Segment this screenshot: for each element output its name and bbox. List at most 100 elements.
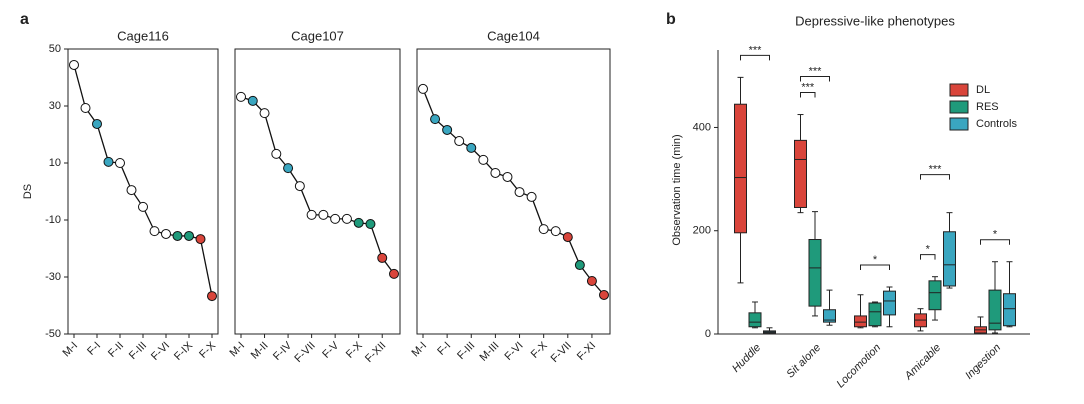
y-tick-label: 400 [693,121,711,133]
x-tick-label: F-VII [292,340,317,365]
x-tick-label: F-X [197,339,218,360]
data-point [418,83,428,94]
data-point [161,228,171,239]
data-point [294,181,305,192]
data-point [184,230,194,241]
data-point [550,226,561,237]
data-line [240,96,395,275]
y-tick-label: -50 [45,328,61,340]
x-tick-label: F-I [435,340,453,358]
panel-title: Cage107 [291,28,344,43]
y-tick-label: 30 [49,100,61,112]
data-point [502,171,513,182]
data-point [574,260,585,271]
panel-frame [234,48,401,335]
significance-label: *** [749,44,763,56]
panel-label: a [20,11,29,28]
significance-label: * [926,244,931,256]
x-tick-label: F-III [127,340,149,362]
x-tick-label: M-II [249,340,271,362]
data-point [514,187,525,198]
x-tick-label: Sit alone [784,342,823,381]
data-point [330,213,341,224]
data-point [377,252,388,263]
box [883,290,896,316]
data-point [247,95,258,106]
y-tick-label: -10 [45,214,61,226]
significance-label: * [993,229,998,241]
x-tick-label: F-X [344,339,365,360]
y-tick-label: 50 [49,43,61,55]
panel-label: b [666,11,676,28]
legend-label: RES [976,101,999,113]
data-point [259,108,270,119]
chart-title: Depressive-like phenotypes [795,13,955,28]
box [868,302,882,327]
data-point [389,268,399,279]
data-point [454,136,465,147]
data-point [149,226,160,237]
x-tick-label: F-I [85,340,103,358]
significance-bracket [800,92,816,98]
data-point [586,275,597,286]
x-tick-label: Huddle [730,342,763,375]
significance-label: *** [809,65,823,77]
data-point [353,217,364,228]
box [794,139,807,208]
panel-frame [416,48,611,335]
legend-label: DL [976,84,990,96]
significance-label: *** [929,164,943,176]
legend-label: Controls [976,118,1017,130]
x-tick-label: Ingestion [963,342,1003,382]
x-tick-label: M-I [227,340,247,360]
data-point [115,158,125,168]
data-point [283,163,294,174]
y-tick-label: 200 [693,225,711,237]
x-tick-label: Locomotion [834,342,883,391]
box [928,280,942,311]
significance-bracket [800,76,830,82]
x-tick-label: F-II [106,340,126,360]
data-point [538,224,549,235]
data-point [236,91,246,102]
data-point [306,209,317,220]
data-point [92,118,102,129]
x-tick-label: F-VII [549,340,574,365]
data-point [466,142,477,153]
box [854,315,867,328]
x-tick-label: F-XI [575,340,598,363]
data-point [271,148,282,159]
data-point [138,201,148,212]
y-axis-label: DS [22,184,34,199]
significance-bracket [920,254,936,260]
x-tick-label: F-XII [363,340,388,365]
data-line [73,64,213,297]
significance-bracket [740,54,770,61]
y-tick-label: 10 [49,157,61,169]
legend-swatch [949,100,969,114]
data-point [207,291,217,302]
data-point [126,185,137,196]
significance-label: *** [801,81,815,93]
data-point [318,209,329,220]
box [823,309,836,323]
x-tick-label: Amicable [902,342,943,383]
data-point [80,102,91,113]
data-point [341,213,352,224]
data-point [562,232,573,243]
data-point [172,230,183,241]
data-point [195,234,206,245]
x-tick-label: M-III [478,340,502,364]
data-point [69,59,79,70]
box [943,231,956,287]
data-point [430,114,441,125]
data-point [103,156,114,167]
panel-title: Cage104 [487,28,540,43]
x-tick-label: F-IX [172,339,196,363]
significance-label: * [873,254,878,266]
x-tick-label: F-III [455,340,477,362]
box [1003,293,1016,327]
significance-bracket [920,174,950,180]
box [748,312,762,328]
